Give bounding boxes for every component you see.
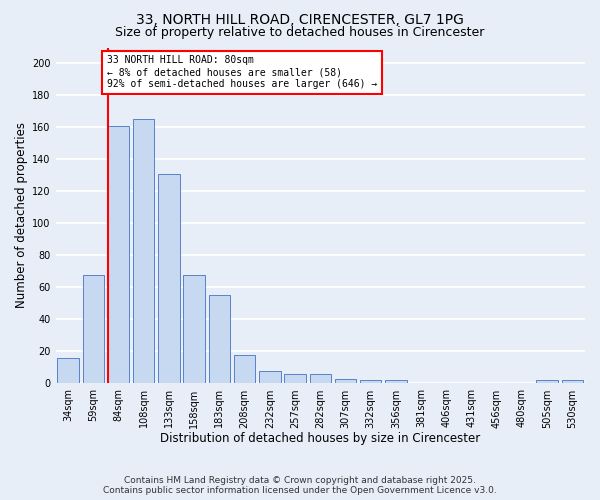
Text: Contains HM Land Registry data © Crown copyright and database right 2025.
Contai: Contains HM Land Registry data © Crown c…: [103, 476, 497, 495]
Bar: [259, 370, 281, 384]
Bar: [562, 380, 583, 384]
Bar: [209, 296, 230, 384]
Bar: [335, 378, 356, 384]
Text: 33, NORTH HILL ROAD, CIRENCESTER, GL7 1PG: 33, NORTH HILL ROAD, CIRENCESTER, GL7 1P…: [136, 12, 464, 26]
Text: 33 NORTH HILL ROAD: 80sqm
← 8% of detached houses are smaller (58)
92% of semi-d: 33 NORTH HILL ROAD: 80sqm ← 8% of detach…: [107, 56, 377, 88]
Y-axis label: Number of detached properties: Number of detached properties: [15, 122, 28, 308]
Bar: [184, 274, 205, 384]
Bar: [385, 380, 407, 384]
Bar: [284, 374, 306, 384]
Bar: [83, 274, 104, 384]
Bar: [58, 358, 79, 384]
Bar: [360, 380, 382, 384]
Bar: [536, 380, 558, 384]
Bar: [158, 174, 180, 384]
Bar: [310, 374, 331, 384]
Bar: [108, 126, 129, 384]
Text: Size of property relative to detached houses in Cirencester: Size of property relative to detached ho…: [115, 26, 485, 39]
X-axis label: Distribution of detached houses by size in Cirencester: Distribution of detached houses by size …: [160, 432, 481, 445]
Bar: [133, 120, 154, 384]
Bar: [234, 354, 256, 384]
